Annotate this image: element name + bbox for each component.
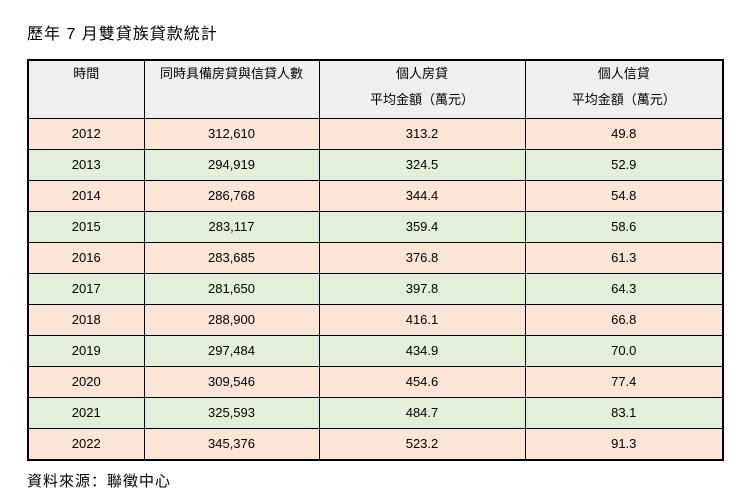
page-title: 歷年 7 月雙貸族貸款統計	[27, 26, 218, 43]
table-row: 2019 297,484 434.9 70.0	[27, 334, 724, 367]
table-row: 2018 288,900 416.1 66.8	[27, 303, 724, 336]
year-cell: 2016	[27, 241, 145, 274]
loan-stats-table: 時間 同時具備房貸與信貸人數 個人房貸 平均金額（萬元） 個人信貸 平均金額（萬…	[27, 59, 724, 461]
mortgage-cell: 324.5	[318, 148, 526, 181]
credit-cell: 91.3	[524, 427, 724, 460]
year-cell: 2022	[27, 427, 145, 460]
header-line1: 個人信貸	[597, 66, 650, 81]
credit-cell: 66.8	[524, 303, 724, 336]
header-line2: 平均金額（萬元）	[571, 92, 676, 107]
count-cell: 281,650	[143, 272, 320, 305]
table-row: 2013 294,919 324.5 52.9	[27, 148, 724, 181]
mortgage-cell: 484.7	[318, 396, 526, 429]
year-cell: 2019	[27, 334, 145, 367]
count-cell: 312,610	[143, 117, 320, 150]
mortgage-cell: 359.4	[318, 210, 526, 243]
header-line1: 同時具備房貸與信貸人數	[159, 66, 303, 81]
header-line2: 平均金額（萬元）	[369, 92, 474, 107]
table-row: 2016 283,685 376.8 61.3	[27, 241, 724, 274]
mortgage-cell: 454.6	[318, 365, 526, 398]
header-line2	[145, 87, 319, 113]
mortgage-cell: 344.4	[318, 179, 526, 212]
column-header-dual-loan-count: 同時具備房貸與信貸人數	[143, 59, 320, 119]
credit-cell: 77.4	[524, 365, 724, 398]
year-cell: 2014	[27, 179, 145, 212]
header-line1: 個人房貸	[395, 66, 448, 81]
credit-cell: 83.1	[524, 396, 724, 429]
year-cell: 2013	[27, 148, 145, 181]
year-cell: 2015	[27, 210, 145, 243]
credit-cell: 61.3	[524, 241, 724, 274]
column-header-credit-avg: 個人信貸 平均金額（萬元）	[524, 59, 724, 119]
count-cell: 345,376	[143, 427, 320, 460]
count-cell: 288,900	[143, 303, 320, 336]
header-line2	[29, 87, 144, 113]
year-cell: 2012	[27, 117, 145, 150]
column-header-time: 時間	[27, 59, 145, 119]
credit-cell: 70.0	[524, 334, 724, 367]
table-row: 2017 281,650 397.8 64.3	[27, 272, 724, 305]
count-cell: 297,484	[143, 334, 320, 367]
count-cell: 309,546	[143, 365, 320, 398]
year-cell: 2021	[27, 396, 145, 429]
column-header-mortgage-avg: 個人房貸 平均金額（萬元）	[318, 59, 526, 119]
mortgage-cell: 397.8	[318, 272, 526, 305]
table-row: 2021 325,593 484.7 83.1	[27, 396, 724, 429]
mortgage-cell: 416.1	[318, 303, 526, 336]
count-cell: 294,919	[143, 148, 320, 181]
credit-cell: 54.8	[524, 179, 724, 212]
mortgage-cell: 376.8	[318, 241, 526, 274]
mortgage-cell: 313.2	[318, 117, 526, 150]
mortgage-cell: 434.9	[318, 334, 526, 367]
table-row: 2015 283,117 359.4 58.6	[27, 210, 724, 243]
count-cell: 325,593	[143, 396, 320, 429]
table-row: 2020 309,546 454.6 77.4	[27, 365, 724, 398]
credit-cell: 64.3	[524, 272, 724, 305]
table-header-row: 時間 同時具備房貸與信貸人數 個人房貸 平均金額（萬元） 個人信貸 平均金額（萬…	[27, 59, 724, 119]
count-cell: 283,685	[143, 241, 320, 274]
mortgage-cell: 523.2	[318, 427, 526, 460]
source-note: 資料來源：聯徵中心	[27, 472, 172, 490]
table-row: 2014 286,768 344.4 54.8	[27, 179, 724, 212]
header-line1: 時間	[73, 66, 100, 81]
table-row: 2022 345,376 523.2 91.3	[27, 427, 724, 460]
year-cell: 2017	[27, 272, 145, 305]
credit-cell: 52.9	[524, 148, 724, 181]
year-cell: 2020	[27, 365, 145, 398]
count-cell: 286,768	[143, 179, 320, 212]
credit-cell: 58.6	[524, 210, 724, 243]
credit-cell: 49.8	[524, 117, 724, 150]
table-row: 2012 312,610 313.2 49.8	[27, 117, 724, 150]
count-cell: 283,117	[143, 210, 320, 243]
year-cell: 2018	[27, 303, 145, 336]
